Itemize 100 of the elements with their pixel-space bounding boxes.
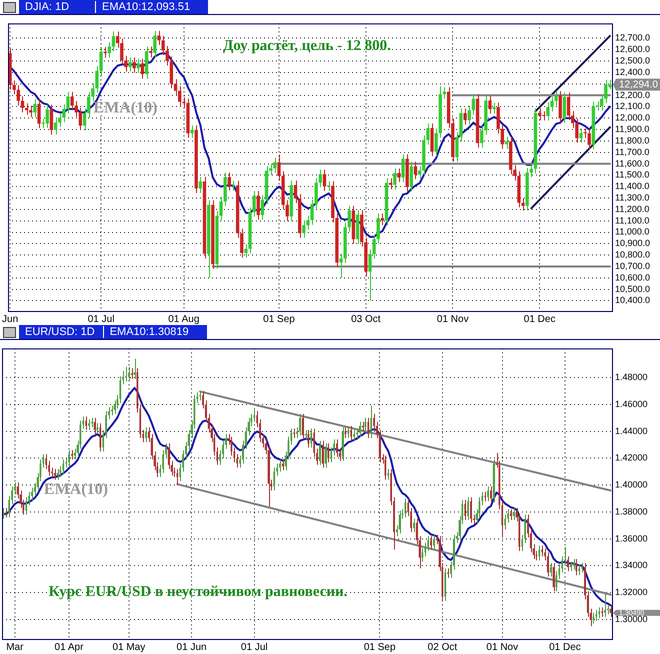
candlestick xyxy=(279,459,281,472)
text: 12,294.0 xyxy=(619,79,658,90)
chart-subtitle: EMA10:1.30819 xyxy=(102,326,189,338)
y-tick-label: 11,500.0 xyxy=(615,170,650,180)
candlestick xyxy=(558,90,562,124)
y-tick-label: 10,400.0 xyxy=(615,295,650,306)
candlestick xyxy=(228,172,231,191)
candlestick xyxy=(144,46,148,80)
candlestick xyxy=(470,496,472,524)
candlestick xyxy=(85,416,87,430)
candlestick xyxy=(56,468,59,480)
candlestick xyxy=(5,507,8,518)
y-tick-label: 1.32000 xyxy=(615,587,648,598)
candlestick xyxy=(542,110,546,122)
candlestick xyxy=(302,220,306,238)
candlestick xyxy=(595,610,598,622)
y-tick-label: 10,500.0 xyxy=(615,284,650,294)
candlestick xyxy=(90,417,93,428)
candlestick xyxy=(397,168,401,183)
x-tick-label: 01 Jul xyxy=(88,314,114,325)
candlestick xyxy=(541,545,544,557)
candlestick xyxy=(504,136,508,150)
y-tick-label: 1.48000 xyxy=(615,372,648,382)
candlestick xyxy=(447,568,449,578)
candlestick xyxy=(273,157,276,174)
x-tick-label: 01 Jul xyxy=(240,642,268,653)
y-tick-label: 10,800.0 xyxy=(615,250,650,260)
candlestick xyxy=(108,42,112,58)
candlestick xyxy=(134,358,136,380)
candlestick xyxy=(604,593,606,618)
candlestick xyxy=(199,390,201,401)
candlestick xyxy=(389,178,392,190)
candlestick xyxy=(232,180,236,191)
candlestick xyxy=(472,94,476,116)
candlestick xyxy=(488,95,492,114)
candlestick xyxy=(546,102,550,122)
candlestick xyxy=(37,98,41,129)
candlestick xyxy=(54,117,58,135)
candlestick xyxy=(162,450,164,474)
candlestick xyxy=(467,496,469,521)
candlestick xyxy=(153,30,157,58)
candlestick xyxy=(136,58,140,74)
candlestick xyxy=(362,421,364,432)
y-tick-label: 12,000.0 xyxy=(615,112,650,123)
candlestick xyxy=(20,96,24,113)
series-label: EMA(10) xyxy=(44,481,108,498)
y-tick-label: 12,100.0 xyxy=(615,101,650,112)
candlestick xyxy=(326,180,330,192)
x-tick-label: 02 Oct xyxy=(428,642,458,653)
x-tick-label: 01 Dec xyxy=(524,314,556,325)
y-tick-label: 1.42000 xyxy=(615,452,648,463)
y-tick-label: 11,300.0 xyxy=(615,192,650,202)
candlestick xyxy=(572,558,575,570)
y-tick-label: 11,000.0 xyxy=(615,226,650,237)
candlestick xyxy=(68,450,70,467)
y-tick-label: 12,500.0 xyxy=(615,56,650,66)
candlestick xyxy=(149,46,152,58)
candlestick xyxy=(260,194,264,220)
candlestick xyxy=(538,108,542,121)
y-tick-label: 1.34000 xyxy=(615,560,648,570)
candlestick xyxy=(356,428,358,439)
candlestick xyxy=(96,422,98,435)
y-tick-label: 11,600.0 xyxy=(615,158,650,168)
candlestick xyxy=(552,562,555,592)
candlestick xyxy=(324,442,327,468)
y-tick-label: 12,400.0 xyxy=(615,66,650,77)
series-label: EMA(10) xyxy=(93,99,158,116)
candlestick xyxy=(70,450,73,460)
annotation: Доу растёт, цель - 12 800. xyxy=(222,38,392,54)
candlestick xyxy=(145,426,147,443)
x-tick-label: 03 Oct xyxy=(351,314,381,325)
candlestick xyxy=(610,604,612,618)
candlestick xyxy=(364,417,366,432)
candlestick xyxy=(430,122,434,157)
x-tick-label: Mar xyxy=(6,642,24,653)
candlestick xyxy=(562,92,566,124)
candlestick xyxy=(570,561,572,572)
y-tick-label: 1.30000 xyxy=(615,614,648,624)
x-tick-label: 01 May xyxy=(112,642,146,653)
candlestick xyxy=(128,57,132,72)
chart-title: DJIA: 1D xyxy=(24,1,70,13)
candlestick xyxy=(373,413,375,430)
candlestick xyxy=(566,92,570,121)
candlestick xyxy=(45,454,48,470)
candlestick xyxy=(442,86,446,100)
y-tick-label: 11,900.0 xyxy=(615,124,650,134)
candlestick xyxy=(16,84,20,106)
candlestick xyxy=(132,57,136,74)
candlestick xyxy=(344,426,346,439)
candlestick xyxy=(487,486,489,502)
y-tick-label: 11,200.0 xyxy=(615,204,650,214)
x-tick-label: 01 Sep xyxy=(364,642,396,653)
candlestick xyxy=(125,366,127,382)
y-tick-label: 1.46000 xyxy=(615,398,648,409)
candlestick xyxy=(380,213,384,226)
y-tick-label: 11,800.0 xyxy=(615,135,650,146)
candlestick xyxy=(430,536,432,550)
annotation: Курс EUR/USD в неустойчивом равновесии. xyxy=(48,584,348,600)
candlestick xyxy=(393,168,396,190)
candlestick xyxy=(336,438,338,458)
